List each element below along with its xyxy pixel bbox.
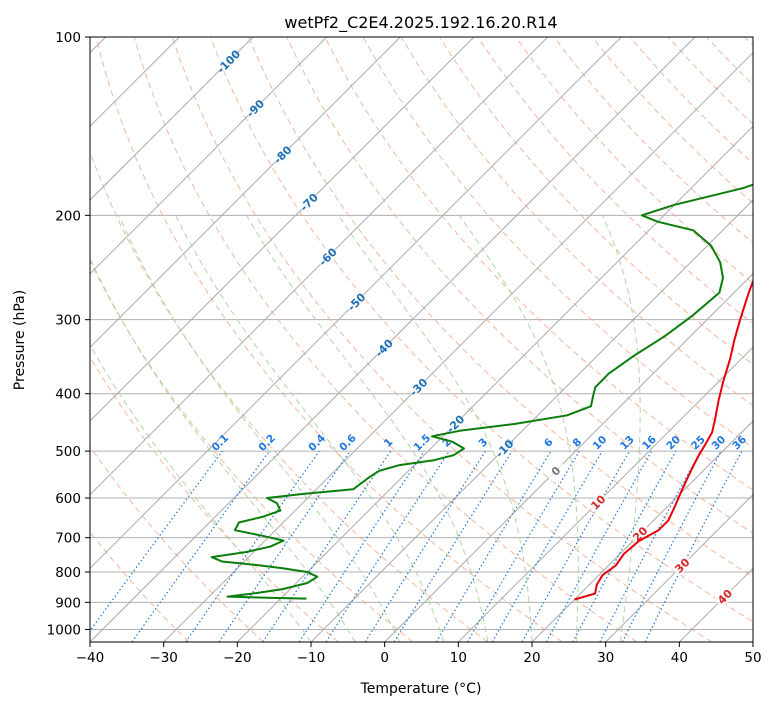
isotherm-line [90, 37, 622, 570]
mixing-ratio-line [325, 450, 450, 642]
isotherm-label-bg [345, 290, 368, 314]
isotherm-line [605, 493, 753, 642]
mixing-ratio-line [545, 450, 653, 642]
isotherm-label-bg [713, 585, 737, 608]
isotherm-line [531, 420, 753, 642]
isotherm-line [457, 346, 753, 642]
x-axis-label: Temperature (°C) [360, 681, 482, 697]
mixing-ratio-line [435, 450, 552, 642]
dry-adiabat [629, 37, 753, 165]
x-tick-label: 30 [597, 650, 614, 666]
y-tick-label: 400 [55, 387, 81, 403]
y-tick-label: 200 [55, 208, 81, 224]
y-tick-label: 1000 [47, 622, 81, 638]
dry-adiabat [133, 37, 638, 642]
mixing-ratio-line [364, 450, 486, 642]
isotherm-label-bg [297, 190, 321, 214]
isotherm-label-bg [493, 437, 516, 460]
dry-adiabat [171, 37, 712, 642]
y-tick-label: 600 [55, 491, 81, 507]
isotherm-line [90, 37, 328, 275]
x-tick-label: 0 [380, 650, 389, 666]
plot-area: 0.10.20.40.611.52346810131620253036-100-… [90, 37, 753, 642]
x-tick-label: −20 [223, 650, 252, 666]
mixing-ratio-line [466, 450, 580, 642]
isotherm-label-bg [628, 522, 652, 546]
isotherm-label-bg [217, 50, 240, 73]
x-tick-label: −10 [297, 650, 326, 666]
isotherm-line [90, 37, 401, 349]
isotherm-line [236, 125, 753, 642]
y-tick-label: 100 [55, 30, 81, 46]
x-tick-label: 20 [523, 650, 540, 666]
dry-adiabat [400, 37, 753, 407]
x-tick-label: −40 [76, 650, 105, 666]
dry-adiabat [515, 37, 753, 284]
moist-adiabat [458, 215, 579, 642]
moist-adiabat [90, 343, 312, 642]
dry-adiabat [90, 445, 264, 642]
dry-adiabat [591, 37, 753, 204]
dry-adiabat [477, 37, 753, 325]
mixing-ratio-line [90, 450, 223, 632]
y-axis-label: Pressure (hPa) [12, 290, 28, 390]
x-tick-label: 10 [450, 650, 467, 666]
mixing-ratio-line [572, 450, 677, 642]
moist-adiabat [338, 215, 533, 642]
chart-title: wetPf2_C2E4.2025.192.16.20.R14 [284, 13, 557, 33]
moist-adiabat [602, 215, 641, 642]
isotherm-label-bg [407, 375, 430, 399]
isotherm-label-bg [670, 554, 694, 577]
y-tick-label: 700 [55, 531, 81, 547]
isotherm-line [163, 51, 753, 642]
mixing-ratio-line [218, 450, 351, 642]
isotherm-line [90, 37, 254, 201]
moist-adiabat [246, 215, 489, 642]
x-tick-label: 40 [671, 650, 688, 666]
y-tick-label: 800 [55, 565, 81, 581]
axes: −40 −30 −20 −10 0 10 20 30 40 50 100 200 300 400 500 60… [47, 30, 762, 666]
isotherm-label-bg [316, 245, 340, 269]
dry-adiabat [210, 37, 753, 623]
dry-adiabat [95, 37, 563, 642]
isotherm-label-bg [586, 490, 610, 514]
isotherm-line [384, 272, 753, 642]
y-tick-label: 900 [55, 595, 81, 611]
isotherm-line [90, 37, 475, 422]
mixing-ratio-line [185, 450, 320, 642]
isotherm-line [90, 37, 549, 496]
mixing-ratio-line [131, 450, 270, 642]
plot-frame [89, 36, 754, 643]
isotherm-label-bg [243, 97, 267, 120]
y-tick-label: 300 [55, 313, 81, 329]
y-tick-label: 500 [55, 444, 81, 460]
isotherm-line [310, 199, 753, 642]
moist-adiabat [90, 256, 356, 642]
isotherm-label-bg [544, 459, 568, 483]
x-tick-label: 50 [744, 650, 761, 666]
isotherm-label-bg [271, 143, 294, 166]
dewpoint-profile-line [210, 183, 753, 600]
mixing-ratio-line [491, 450, 603, 642]
moist-adiabat [118, 215, 400, 642]
moist-adiabat [175, 215, 445, 642]
isotherm-label-bg [444, 412, 467, 436]
isotherm-line [90, 37, 696, 642]
isotherm-label-bg [372, 336, 396, 360]
mixing-ratio-line [521, 450, 631, 642]
dry-adiabat [324, 37, 753, 491]
dry-adiabat [248, 37, 753, 578]
mixing-ratio-line [393, 450, 513, 642]
x-tick-label: −30 [149, 650, 178, 666]
temperature-profile-line [574, 278, 753, 601]
